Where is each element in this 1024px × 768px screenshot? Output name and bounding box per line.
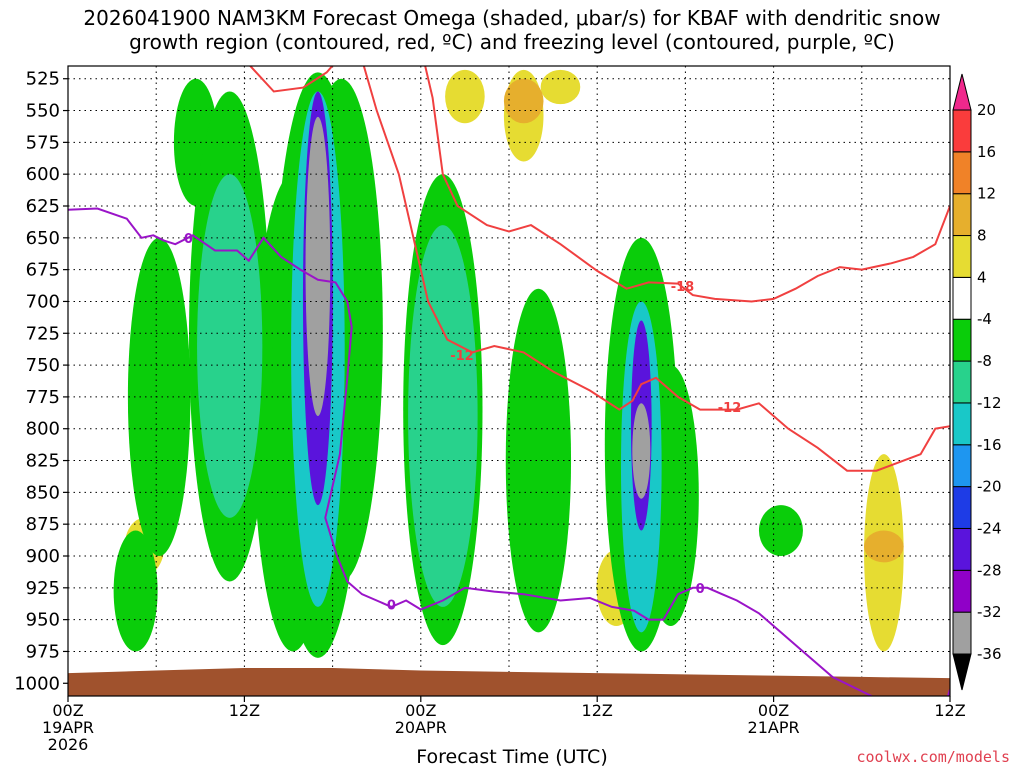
colorbar-box-8 bbox=[952, 318, 972, 362]
credit-text: coolwx.com/models bbox=[856, 748, 1010, 766]
omega-area-22 bbox=[408, 225, 478, 607]
chart-title: 2026041900 NAM3KM Forecast Omega (shaded… bbox=[0, 6, 1024, 54]
x-tick-label1-3: 12Z bbox=[582, 701, 613, 720]
x-tick-label1-5: 12Z bbox=[934, 701, 965, 720]
x-axis-label: Forecast Time (UTC) bbox=[416, 746, 608, 768]
y-tick-label-700: 700 bbox=[26, 291, 60, 312]
colorbar-box-5 bbox=[952, 444, 972, 488]
y-tick-label-625: 625 bbox=[26, 196, 60, 217]
y-tick-label-1000: 1000 bbox=[14, 673, 60, 694]
y-tick-label-575: 575 bbox=[26, 132, 60, 153]
colorbar-label-5: -16 bbox=[977, 436, 1002, 454]
x-tick-label2-4: 21APR bbox=[748, 718, 800, 737]
colorbar-box-10 bbox=[952, 235, 972, 278]
x-tick-label2-0: 19APR bbox=[42, 718, 94, 737]
chart-title-line-2: growth region (contoured, red, ºC) and f… bbox=[129, 30, 895, 54]
y-tick-label-925: 925 bbox=[26, 578, 60, 599]
contour-label-4: 0 bbox=[387, 598, 396, 613]
y-tick-label-875: 875 bbox=[26, 514, 60, 535]
colorbar-box-12 bbox=[952, 151, 972, 195]
omega-area-19 bbox=[503, 78, 544, 124]
y-tick-label-800: 800 bbox=[26, 419, 60, 440]
contour--12-line-0 bbox=[248, 66, 334, 93]
colorbar-top-arrow bbox=[952, 73, 972, 111]
y-tick-label-675: 675 bbox=[26, 260, 60, 281]
omega-area-27 bbox=[305, 116, 331, 416]
x-tick-label3-0: 2026 bbox=[48, 735, 89, 754]
omega-area-8 bbox=[127, 237, 191, 556]
omega-shading bbox=[113, 69, 904, 658]
colorbar-box-7 bbox=[952, 360, 972, 404]
colorbar-label-11: 12 bbox=[977, 185, 996, 203]
colorbar-label-13: 20 bbox=[977, 101, 996, 119]
colorbar-label-10: 8 bbox=[977, 227, 987, 245]
contour-label-3: 0 bbox=[184, 232, 193, 247]
y-tick-label-975: 975 bbox=[26, 641, 60, 662]
y-tick-label-900: 900 bbox=[26, 546, 60, 567]
colorbar-box-9 bbox=[952, 276, 972, 320]
colorbar-label-8: -4 bbox=[977, 310, 992, 328]
y-tick-label-750: 750 bbox=[26, 355, 60, 376]
colorbar-box-4 bbox=[952, 486, 972, 529]
y-axis: 525 550 575 600 625 650 675 700 725 750 775 800 825 8… bbox=[14, 69, 68, 694]
y-tick-label-525: 525 bbox=[26, 69, 60, 90]
x-tick-label2-2: 20APR bbox=[395, 718, 447, 737]
x-tick-label1-4: 00Z bbox=[758, 701, 789, 720]
omega-area-15 bbox=[505, 288, 572, 633]
contour-label-0: -18 bbox=[671, 280, 695, 295]
y-tick-label-725: 725 bbox=[26, 323, 60, 344]
y-tick-label-650: 650 bbox=[26, 228, 60, 249]
ground-area bbox=[68, 668, 950, 696]
x-tick-label1-1: 12Z bbox=[229, 701, 260, 720]
y-tick-label-950: 950 bbox=[26, 610, 60, 631]
grid-lines bbox=[68, 66, 950, 696]
contour--12-line-1 bbox=[362, 66, 950, 472]
y-tick-label-775: 775 bbox=[26, 387, 60, 408]
colorbar: -36 -32 -28 -24 -20 -16 -12 -8 -4 4 8 12 16 20 bbox=[952, 73, 1002, 691]
colorbar-bottom-arrow bbox=[952, 653, 972, 691]
colorbar-box-2 bbox=[952, 569, 972, 613]
omega-area-18 bbox=[758, 505, 803, 556]
temperature-contours bbox=[68, 66, 950, 696]
colorbar-label-1: -32 bbox=[977, 603, 1002, 621]
y-tick-label-600: 600 bbox=[26, 164, 60, 185]
y-tick-label-550: 550 bbox=[26, 101, 60, 122]
chart-title-line-1: 2026041900 NAM3KM Forecast Omega (shaded… bbox=[83, 6, 941, 30]
omega-area-28 bbox=[632, 403, 651, 499]
colorbar-box-13 bbox=[952, 109, 972, 153]
plot-frame bbox=[67, 65, 951, 697]
contour-label-1: -12 bbox=[450, 349, 474, 364]
colorbar-label-3: -24 bbox=[977, 519, 1002, 537]
contour-0-line-3 bbox=[68, 207, 874, 696]
colorbar-box-1 bbox=[952, 611, 972, 655]
omega-area-2 bbox=[540, 69, 581, 105]
omega-area-21 bbox=[197, 174, 263, 518]
colorbar-box-11 bbox=[952, 193, 972, 237]
x-tick-label1-0: 00Z bbox=[52, 701, 83, 720]
colorbar-label-6: -12 bbox=[977, 394, 1002, 412]
colorbar-label-2: -28 bbox=[977, 561, 1002, 579]
contour-label-2: -12 bbox=[718, 401, 742, 416]
colorbar-box-3 bbox=[952, 527, 972, 571]
colorbar-box-6 bbox=[952, 402, 972, 446]
contour--18-line-2 bbox=[424, 66, 950, 303]
contour-label-5: 0 bbox=[696, 582, 705, 597]
y-tick-label-825: 825 bbox=[26, 451, 60, 472]
contour-labels: -18 -12 -12 0 0 0 bbox=[184, 232, 741, 614]
omega-area-0 bbox=[445, 69, 485, 124]
colorbar-label-7: -8 bbox=[977, 352, 992, 370]
y-tick-label-850: 850 bbox=[26, 482, 60, 503]
colorbar-label-12: 16 bbox=[977, 143, 996, 161]
colorbar-label-0: -36 bbox=[977, 645, 1002, 663]
omega-area-7 bbox=[113, 530, 158, 652]
omega-area-20 bbox=[864, 530, 904, 563]
ground-terrain bbox=[68, 668, 950, 696]
colorbar-label-9: 4 bbox=[977, 268, 987, 286]
colorbar-label-4: -20 bbox=[977, 478, 1002, 496]
x-tick-label1-2: 00Z bbox=[405, 701, 436, 720]
